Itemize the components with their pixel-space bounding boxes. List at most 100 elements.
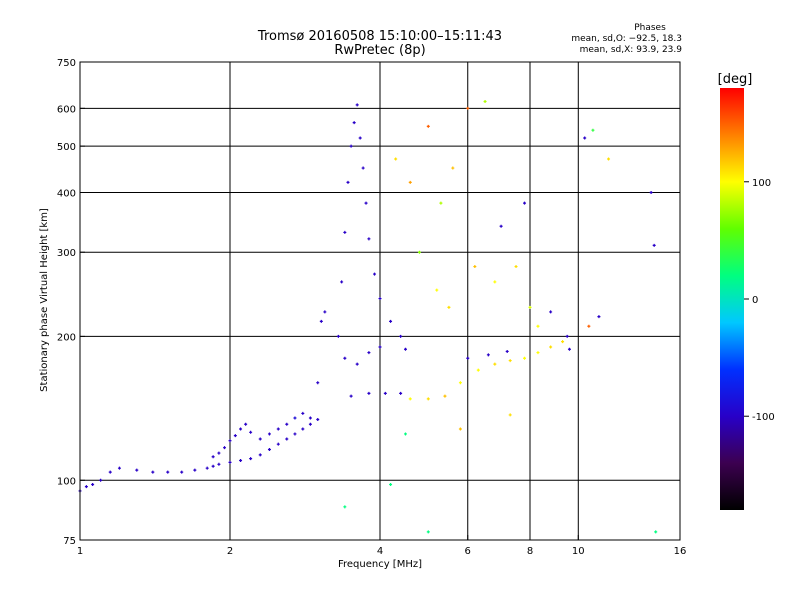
data-point xyxy=(301,427,305,431)
data-point xyxy=(166,470,170,474)
data-point xyxy=(346,180,350,184)
data-point xyxy=(367,237,371,241)
data-point xyxy=(349,394,353,398)
data-point xyxy=(378,345,382,349)
data-point xyxy=(258,437,262,441)
x-axis-label: Frequency [MHz] xyxy=(338,559,422,570)
data-point xyxy=(319,319,323,323)
data-point xyxy=(483,100,487,104)
data-point xyxy=(523,356,527,360)
data-point xyxy=(523,201,527,205)
data-point xyxy=(435,288,439,292)
grid-lines xyxy=(80,62,680,540)
data-point xyxy=(180,470,184,474)
data-point xyxy=(383,391,387,395)
data-point xyxy=(228,439,232,443)
colorbar-label: [deg] xyxy=(718,72,753,87)
data-point xyxy=(607,157,611,161)
data-point xyxy=(316,418,320,422)
data-point xyxy=(476,368,480,372)
data-point xyxy=(343,230,347,234)
data-point xyxy=(399,391,403,395)
data-point xyxy=(403,347,407,351)
y-tick-label: 400 xyxy=(57,188,76,199)
data-point xyxy=(426,124,430,128)
stats-line-o: mean, sd,O: −92.5, 18.3 xyxy=(571,34,682,44)
data-point xyxy=(417,250,421,254)
data-point xyxy=(389,482,393,486)
x-tick-label: 6 xyxy=(465,546,471,557)
data-point xyxy=(561,340,565,344)
colorbar-ticks: 100 0 -100 xyxy=(744,178,775,423)
data-point xyxy=(652,243,656,247)
data-point xyxy=(233,434,237,438)
data-point xyxy=(308,422,312,426)
data-point xyxy=(276,442,280,446)
data-point xyxy=(408,180,412,184)
data-point xyxy=(505,349,509,353)
data-point xyxy=(367,391,371,395)
data-point xyxy=(343,356,347,360)
data-point xyxy=(91,482,95,486)
stats-title: Phases xyxy=(634,23,666,33)
data-point xyxy=(466,106,470,110)
x-tick-label: 10 xyxy=(572,546,585,557)
data-point xyxy=(587,324,591,328)
data-point xyxy=(249,457,253,461)
y-tick-label: 500 xyxy=(57,142,76,153)
data-point xyxy=(458,381,462,385)
chart-subtitle: RwPretec (8p) xyxy=(334,43,425,58)
data-point xyxy=(358,136,362,140)
data-point xyxy=(323,310,327,314)
data-point xyxy=(565,334,569,338)
data-point xyxy=(426,530,430,534)
data-point xyxy=(117,466,121,470)
x-tick-label: 2 xyxy=(227,546,233,557)
data-point xyxy=(473,265,477,269)
data-point xyxy=(508,413,512,417)
y-tick-label: 300 xyxy=(57,248,76,259)
y-tick-label: 75 xyxy=(63,536,76,547)
data-point xyxy=(340,280,344,284)
colorbar xyxy=(720,88,744,510)
data-point xyxy=(389,319,393,323)
data-point xyxy=(135,468,139,472)
data-point xyxy=(84,485,88,489)
data-point xyxy=(508,359,512,363)
data-point xyxy=(549,345,553,349)
data-point xyxy=(439,201,443,205)
data-point xyxy=(301,411,305,415)
y-tick-label: 750 xyxy=(57,58,76,69)
y-tick-label: 600 xyxy=(57,104,76,115)
x-tick-label: 4 xyxy=(377,546,383,557)
data-point xyxy=(249,430,253,434)
data-point xyxy=(99,478,103,482)
data-point xyxy=(205,466,209,470)
data-point xyxy=(349,144,353,148)
data-point xyxy=(536,324,540,328)
data-point xyxy=(399,334,403,338)
data-point xyxy=(352,121,356,125)
x-tick-label: 8 xyxy=(527,546,533,557)
colorbar-tick-label: 100 xyxy=(752,178,771,189)
data-point xyxy=(193,468,197,472)
data-point xyxy=(151,470,155,474)
data-points xyxy=(78,100,658,534)
data-point xyxy=(367,351,371,355)
data-point xyxy=(549,310,553,314)
data-point xyxy=(528,305,532,309)
x-tick-label: 1 xyxy=(77,546,83,557)
data-point xyxy=(336,334,340,338)
data-point xyxy=(378,297,382,301)
data-point xyxy=(211,464,215,468)
data-point xyxy=(276,427,280,431)
data-point xyxy=(493,362,497,366)
data-point xyxy=(458,427,462,431)
data-point xyxy=(258,453,262,457)
data-point xyxy=(267,432,271,436)
y-tick-label: 100 xyxy=(57,476,76,487)
data-point xyxy=(108,470,112,474)
y-axis-label: Stationary phase Virtual Height [km] xyxy=(39,208,50,392)
data-point xyxy=(591,128,595,132)
data-point xyxy=(443,394,447,398)
